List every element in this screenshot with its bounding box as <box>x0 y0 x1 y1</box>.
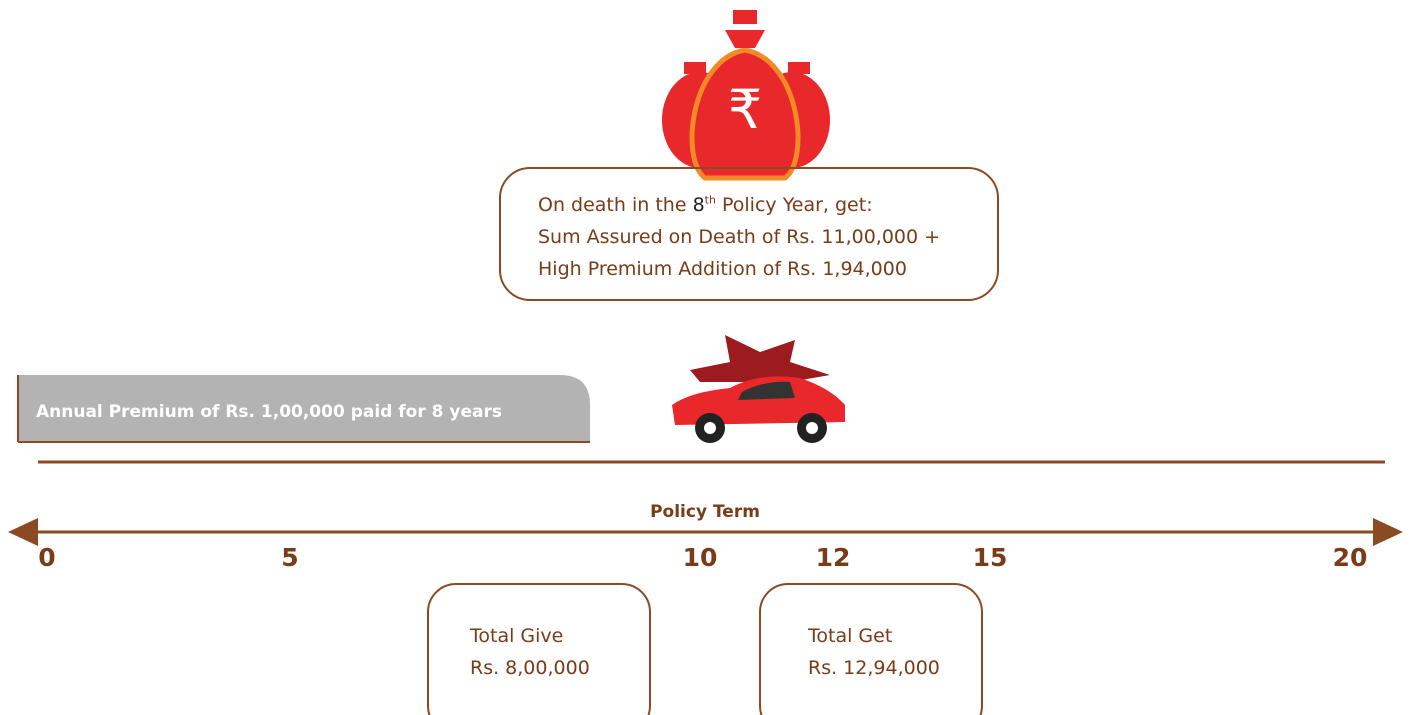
year: 8 <box>693 194 705 216</box>
title: Total Give <box>470 625 563 647</box>
svg-text:₹: ₹ <box>728 78 762 141</box>
total-get-text: Total Get Rs. 12,94,000 <box>808 620 940 684</box>
death-text: On death in the 8th Policy Year, get: Su… <box>538 189 940 285</box>
explosion-icon <box>690 335 830 382</box>
tick-label: 0 <box>38 543 55 572</box>
page: ₹ On death in the 8th Policy Year, get: … <box>0 0 1411 715</box>
text: High Premium Addition of Rs. 1,94,000 <box>538 258 907 280</box>
tick-label: 10 <box>683 543 718 572</box>
tick-label: 12 <box>816 543 851 572</box>
amount: Rs. 8,00,000 <box>470 657 590 679</box>
tick-label: 5 <box>281 543 298 572</box>
total-give-text: Total Give Rs. 8,00,000 <box>470 620 590 684</box>
text: Sum Assured on Death of Rs. 11,00,000 + <box>538 226 940 248</box>
car-icon <box>672 376 845 443</box>
tick-label: 20 <box>1333 543 1368 572</box>
suffix: th <box>705 194 716 207</box>
amount: Rs. 12,94,000 <box>808 657 940 679</box>
timeline-arrow <box>8 518 1403 546</box>
tick-label: 15 <box>973 543 1008 572</box>
title: Total Get <box>808 625 892 647</box>
timeline-title: Policy Term <box>650 502 760 522</box>
graphics: ₹ <box>0 0 1411 715</box>
money-bags-icon: ₹ <box>662 10 830 178</box>
premium-label: Annual Premium of Rs. 1,00,000 paid for … <box>36 402 502 422</box>
text: Policy Year, get: <box>722 194 873 216</box>
text: On death in the <box>538 194 687 216</box>
